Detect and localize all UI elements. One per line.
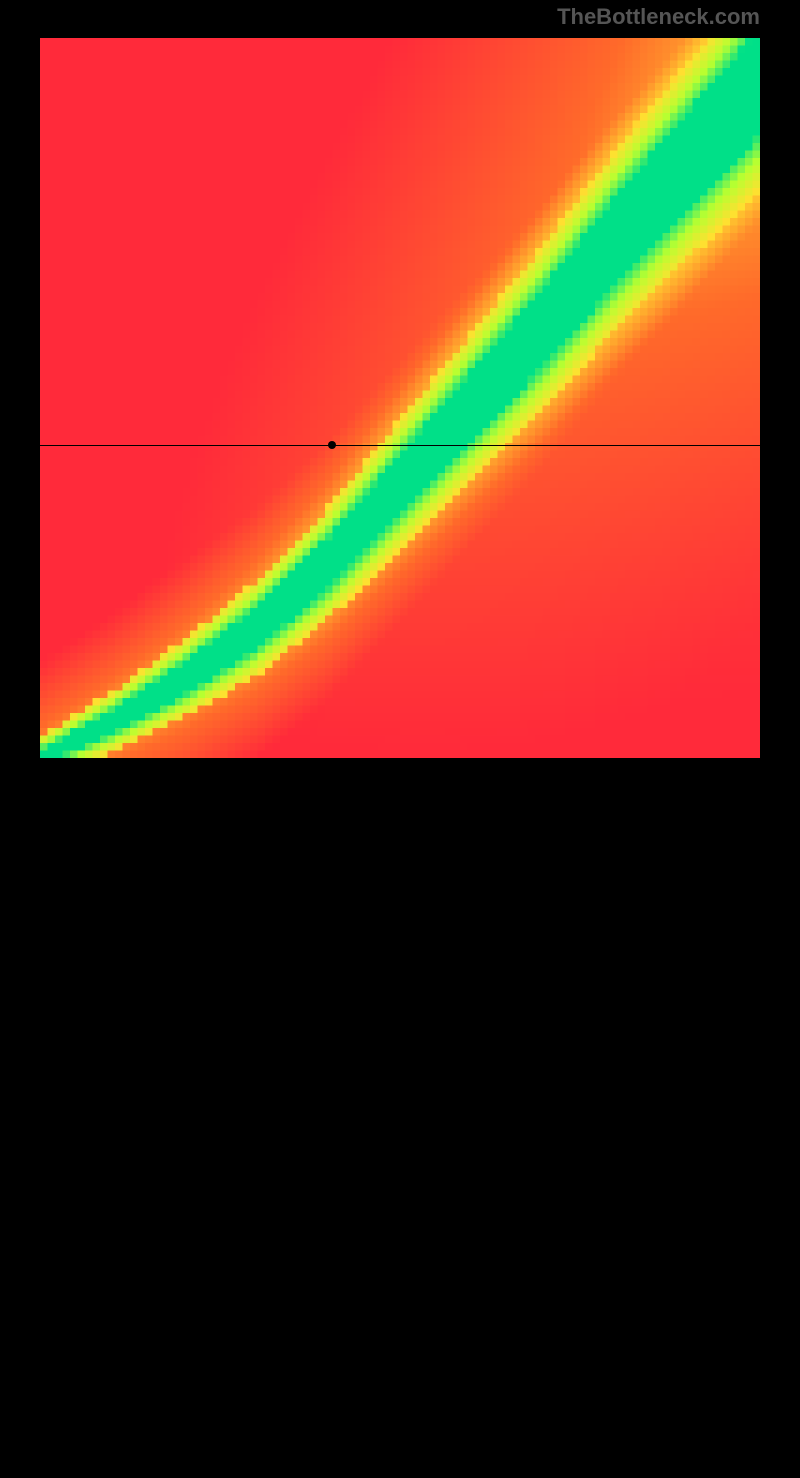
watermark-text: TheBottleneck.com <box>557 4 760 30</box>
heatmap-plot-area <box>40 38 760 758</box>
crosshair-vertical <box>332 758 333 1478</box>
crosshair-marker-dot <box>328 441 336 449</box>
heatmap-canvas <box>40 38 760 758</box>
crosshair-horizontal <box>40 445 760 446</box>
